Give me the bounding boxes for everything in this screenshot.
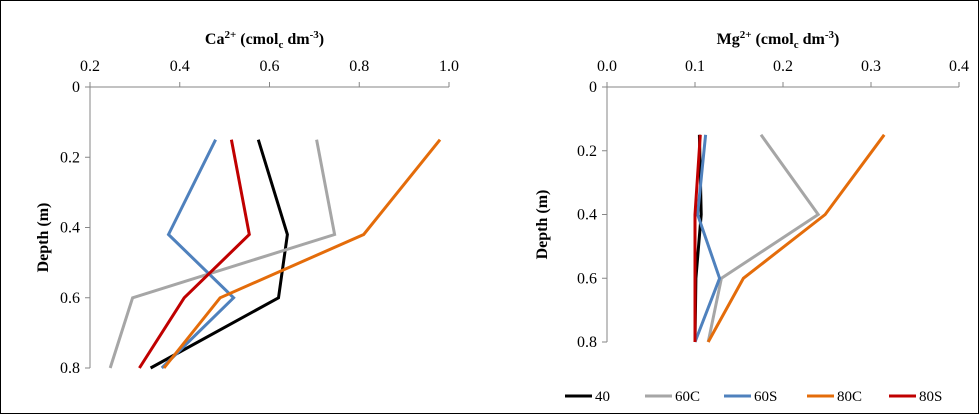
series-line-80C <box>162 138 442 369</box>
chart-title: Mg2+ (cmolc dm-3) <box>717 29 840 51</box>
x-tick-label: 0.2 <box>80 58 100 75</box>
x-tick-label: 0.0 <box>597 58 617 75</box>
chart-2: Mg2+ (cmolc dm-3) 0.0 0.1 0.2 0.3 0.4 0 0.2 0.4 0… <box>534 29 969 351</box>
y-tick-label: 0 <box>72 79 80 96</box>
legend-label-60S: 60S <box>754 389 777 405</box>
chart-title: Ca2+ (cmolc dm-3) <box>205 29 324 51</box>
series-line-60C <box>706 133 821 343</box>
legend-label-80C: 80C <box>837 389 862 405</box>
chart-1: Ca2+ (cmolc dm-3)0.2 0.4 0.6 0.8 1.000.20.40… <box>35 29 459 377</box>
series-line-60S <box>160 139 236 370</box>
legend: 40 60C 60S 80C 80S <box>565 389 942 405</box>
x-tick-label: 1.0 <box>439 58 459 75</box>
legend-label-80S: 80S <box>919 389 942 405</box>
y-tick-label: 0.4 <box>577 207 597 224</box>
y-tick-label: 0.6 <box>60 290 80 307</box>
x-tick-label: 0.8 <box>349 58 369 75</box>
x-tick-label: 0.1 <box>685 58 705 75</box>
x-tick-label: 0.6 <box>260 58 280 75</box>
series-line-60C <box>108 139 337 369</box>
y-tick-label: 0.2 <box>60 149 80 166</box>
y-tick-label: 0.8 <box>60 360 80 377</box>
y-axis-label: Depth (m) <box>35 203 52 273</box>
legend-label-40: 40 <box>595 389 610 405</box>
series-line-80S <box>693 134 702 342</box>
y-tick-label: 0.6 <box>577 270 597 287</box>
y-tick-label: 0.2 <box>577 143 597 160</box>
x-tick-label: 0.3 <box>861 58 881 75</box>
x-tick-label: 0.4 <box>949 58 969 75</box>
x-tick-label: 0.4 <box>170 58 190 75</box>
legend-label-60C: 60C <box>675 389 700 405</box>
y-tick-label: 0.8 <box>577 334 597 351</box>
y-tick-label: 0 <box>589 79 597 96</box>
y-tick-label: 0.4 <box>60 220 80 237</box>
x-tick-label: 0.2 <box>773 58 793 75</box>
series-line-40 <box>149 139 289 370</box>
y-axis-label: Depth (m) <box>534 190 551 260</box>
series-line-80C <box>706 133 886 343</box>
series-line-80S <box>138 139 251 369</box>
series-line-60S <box>693 134 722 343</box>
